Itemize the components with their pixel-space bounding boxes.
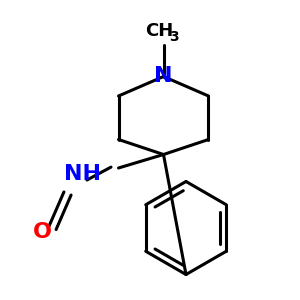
Text: N: N — [154, 67, 173, 86]
Text: O: O — [32, 223, 52, 242]
Text: NH: NH — [64, 164, 101, 184]
Text: CH: CH — [145, 22, 173, 40]
Text: 3: 3 — [169, 30, 179, 44]
